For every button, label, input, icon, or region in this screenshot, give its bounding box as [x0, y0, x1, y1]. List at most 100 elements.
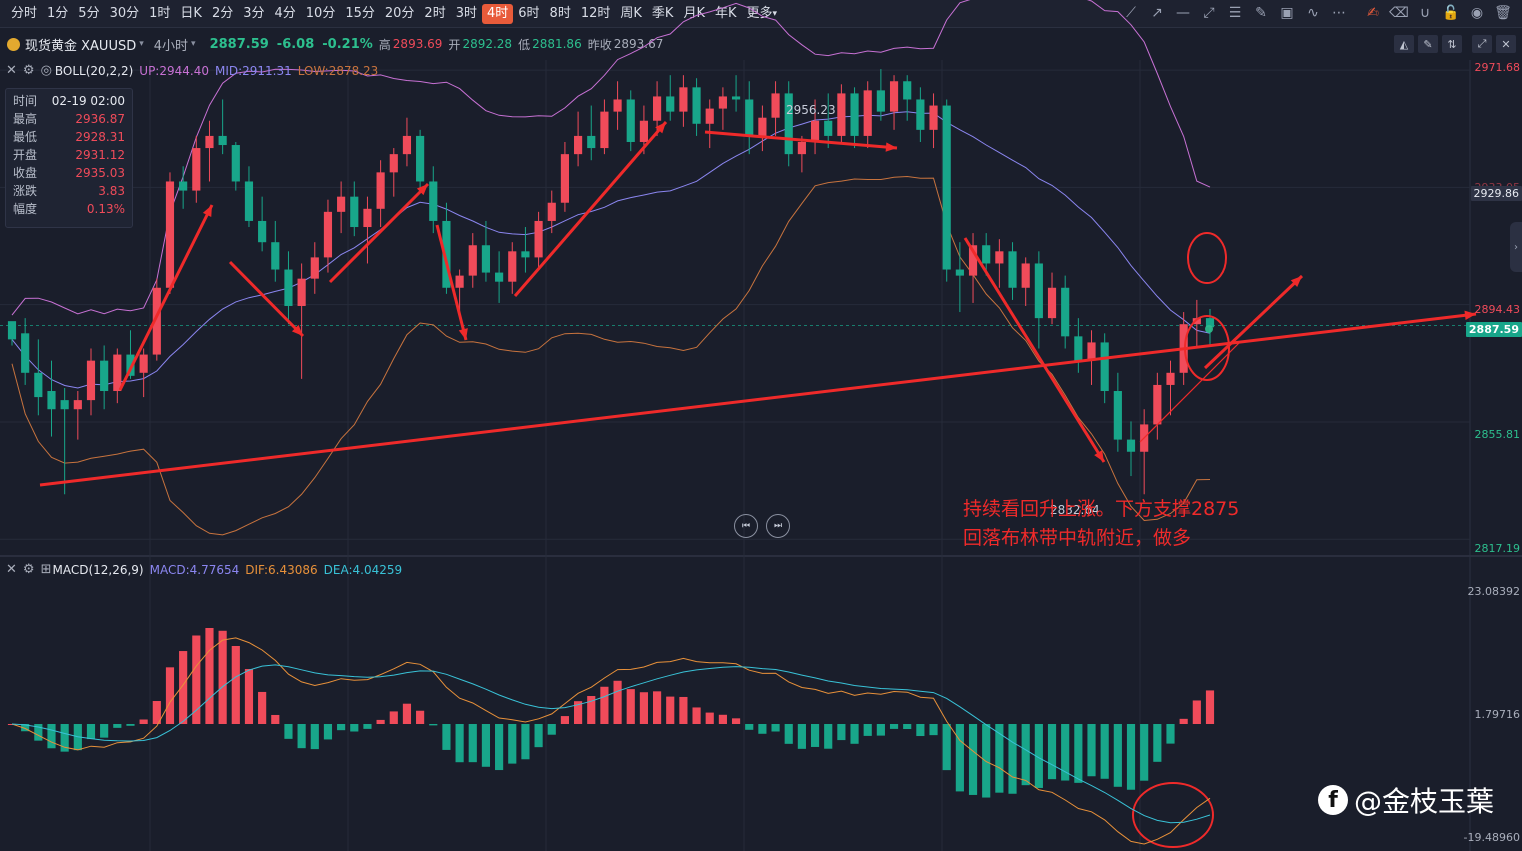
timeframe-22[interactable]: 更多	[746, 5, 773, 21]
candle-body	[363, 208, 372, 228]
timeframe-18[interactable]: 周K	[620, 5, 642, 21]
candle-body	[350, 196, 359, 228]
symbol-info-bar: 现货黄金 XAUUSD ▾ 4小时 ▾ 2887.59 -6.08 -0.21%…	[0, 32, 1522, 56]
settings-icon[interactable]: ⚙	[22, 63, 35, 78]
image-tool-icon[interactable]: ▣	[1280, 5, 1294, 21]
timeframe-21[interactable]: 年K	[714, 5, 737, 21]
period-caret-icon[interactable]: ▾	[191, 39, 196, 49]
wave-tool-icon[interactable]: ∿	[1307, 5, 1319, 21]
timeframe-9[interactable]: 10分	[305, 5, 336, 21]
candle-body	[968, 245, 978, 276]
macd-histogram-bar	[1113, 724, 1122, 787]
more-tools-icon[interactable]: ⋯	[1332, 5, 1346, 21]
candle-body	[574, 135, 583, 155]
candle-body	[955, 269, 964, 276]
timeframe-7[interactable]: 3分	[243, 5, 265, 21]
chart-style-icon[interactable]: ◭	[1394, 35, 1414, 53]
macd-histogram-bar	[481, 724, 491, 767]
edit-tool-icon[interactable]: ✍	[1367, 5, 1379, 21]
timeframe-5[interactable]: 日K	[180, 5, 202, 21]
ray-tool-icon[interactable]: ↗	[1151, 5, 1163, 21]
segment-tool-icon[interactable]: ⤢	[1203, 5, 1215, 21]
macd-histogram-bar	[152, 701, 161, 724]
candle-body	[152, 287, 161, 355]
compare-icon[interactable]: ⇅	[1442, 35, 1462, 53]
timeframe-14[interactable]: 4时	[481, 3, 514, 24]
macd-histogram-bar	[903, 724, 912, 730]
macd-histogram-bar	[86, 724, 96, 740]
timeframe-11[interactable]: 20分	[384, 5, 415, 21]
close-icon[interactable]: ✕	[1496, 35, 1516, 53]
timeframe-2[interactable]: 5分	[78, 5, 100, 21]
lock-icon[interactable]: 🔓	[1442, 5, 1460, 21]
side-panel-handle[interactable]: ›	[1510, 222, 1522, 272]
eye-icon[interactable]: ◎	[40, 63, 52, 78]
macd-histogram-bar	[955, 724, 964, 792]
candle-body	[547, 202, 556, 221]
timeframe-6[interactable]: 2分	[211, 5, 234, 21]
line-tool-icon[interactable]: ⟋	[1126, 5, 1136, 21]
pen-tool-icon[interactable]: ✎	[1255, 5, 1267, 21]
timeframe-15[interactable]: 6时	[518, 5, 540, 21]
macd-histogram-bar	[652, 691, 662, 724]
macd-histogram-bar	[600, 686, 609, 724]
brand-text: @金枝玉葉	[1354, 785, 1495, 818]
symbol-caret-icon[interactable]: ▾	[139, 39, 144, 49]
timeframe-13[interactable]: 3时	[455, 5, 477, 21]
trend-arrow-up-1	[118, 204, 214, 391]
macd-histogram-bar	[534, 724, 543, 748]
fullscreen-icon[interactable]: ⤢	[1472, 35, 1492, 53]
candle-body	[731, 96, 741, 100]
magnet-icon[interactable]: ∪	[1419, 5, 1431, 21]
timeframe-19[interactable]: 季K	[651, 5, 674, 21]
close-icon[interactable]: ✕	[6, 63, 17, 78]
timeframe-12[interactable]: 2时	[424, 5, 446, 21]
scroll-back-button[interactable]: ⏮	[734, 514, 758, 538]
timeframe-20[interactable]: 月K	[683, 5, 705, 21]
candle-body	[889, 81, 899, 112]
scroll-forward-button[interactable]: ⏭	[766, 514, 790, 538]
candle-body	[666, 96, 675, 112]
candle-body	[1166, 372, 1175, 385]
macd-histogram-bar	[1153, 724, 1162, 762]
candle-body	[1087, 342, 1096, 361]
candle-body	[376, 172, 385, 209]
period-select[interactable]: 4小时	[153, 38, 189, 54]
tooltip-row: 幅度 0.13%	[6, 200, 132, 218]
candle-body	[837, 93, 846, 136]
timeframe-16[interactable]: 8时	[549, 5, 571, 21]
close-icon[interactable]: ✕	[6, 562, 17, 577]
macd-histogram-bar	[547, 724, 556, 735]
eraser-icon[interactable]: ⌫	[1389, 5, 1409, 21]
timeframe-3[interactable]: 30分	[109, 5, 140, 21]
eye-icon[interactable]: ◉	[1470, 5, 1484, 21]
expand-icon[interactable]: ⊞	[40, 562, 52, 577]
hline-tool-icon[interactable]: —	[1176, 5, 1190, 21]
candle-body	[521, 251, 530, 258]
pencil-icon[interactable]: ✎	[1418, 35, 1438, 53]
timeframe-1[interactable]: 1分	[47, 5, 69, 21]
timeframe-8[interactable]: 4分	[274, 5, 296, 21]
symbol-name[interactable]: 现货黄金 XAUUSD	[25, 38, 137, 54]
macd-histogram-bar	[942, 724, 951, 771]
macd-histogram-bar	[231, 645, 240, 724]
candle-body	[942, 105, 951, 270]
fib-tool-icon[interactable]: ☰	[1228, 5, 1242, 21]
macd-histogram-bar	[402, 703, 412, 724]
timeframe-0[interactable]: 分时	[11, 5, 38, 21]
candle-body	[337, 196, 346, 212]
candle-body	[534, 220, 543, 258]
more-caret-icon[interactable]: ▾	[772, 8, 778, 19]
macd-histogram-bar	[810, 724, 820, 747]
macd-histogram-bar	[508, 724, 517, 764]
macd-histogram-bar	[284, 724, 293, 739]
timeframe-17[interactable]: 12时	[580, 5, 611, 21]
settings-icon[interactable]: ⚙	[22, 562, 35, 577]
timeframe-10[interactable]: 15分	[345, 5, 375, 21]
prev-close-label: 昨收	[587, 37, 612, 52]
timeframe-4[interactable]: 1时	[149, 5, 171, 21]
trash-icon[interactable]: 🗑	[1494, 5, 1512, 21]
trend-arrow-up-3	[513, 121, 668, 297]
current-price-dot	[1205, 325, 1213, 333]
